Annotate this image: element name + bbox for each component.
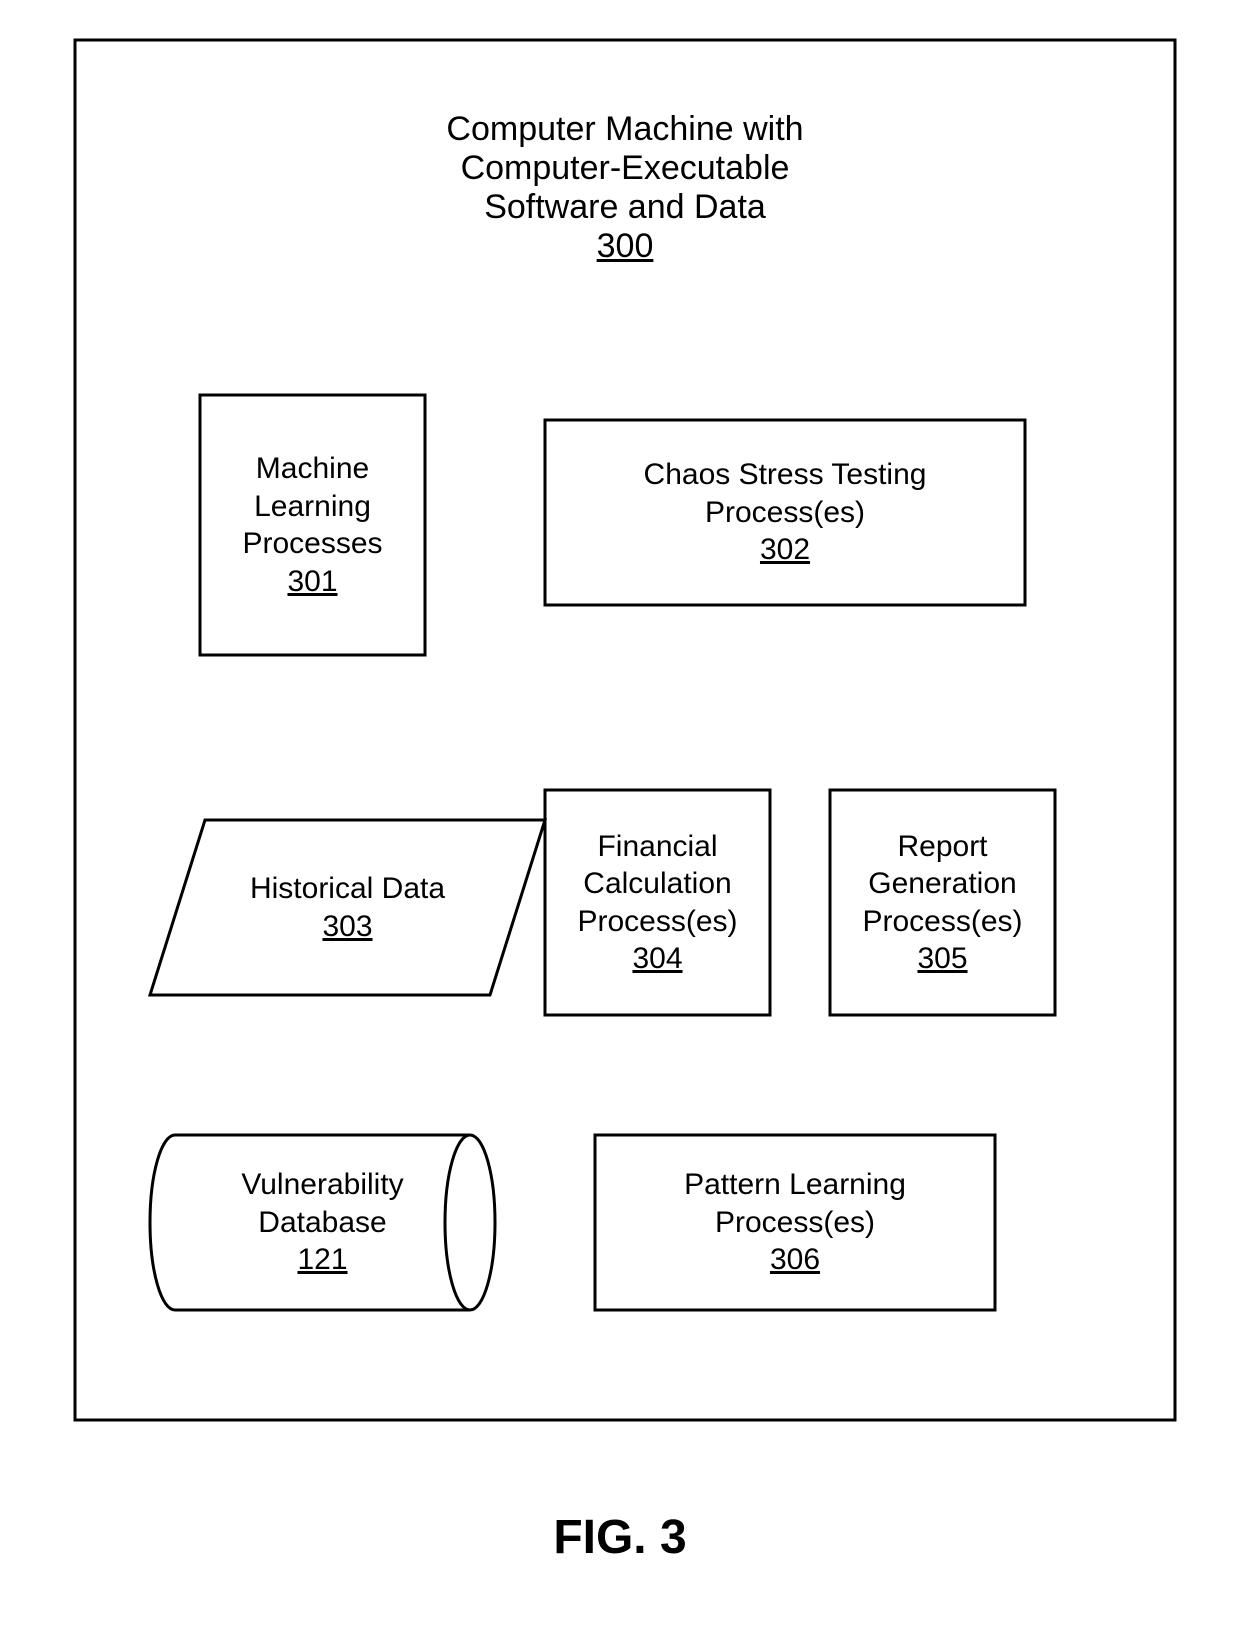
diagram-title: Computer Machine withComputer-Executable…	[325, 110, 925, 266]
node-vulndb: VulnerabilityDatabase121	[175, 1166, 470, 1279]
node-ml: MachineLearningProcesses301	[200, 450, 425, 600]
diagram-canvas: Computer Machine withComputer-Executable…	[0, 0, 1240, 1631]
node-hist: Historical Data303	[178, 870, 518, 945]
node-fincalc: FinancialCalculationProcess(es)304	[545, 828, 770, 978]
figure-caption: FIG. 3	[0, 1510, 1240, 1565]
node-report: ReportGenerationProcess(es)305	[830, 828, 1055, 978]
node-chaos: Chaos Stress TestingProcess(es)302	[545, 456, 1025, 569]
node-pattern: Pattern LearningProcess(es)306	[595, 1166, 995, 1279]
